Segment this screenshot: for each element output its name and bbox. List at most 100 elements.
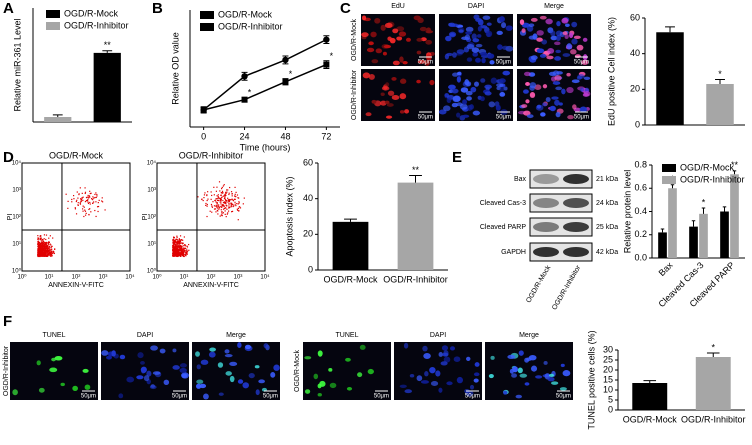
cell bbox=[545, 18, 553, 25]
event-dot bbox=[183, 255, 185, 258]
event-dot bbox=[84, 191, 87, 193]
cell bbox=[581, 59, 589, 66]
event-dot bbox=[229, 203, 231, 205]
cell bbox=[547, 48, 555, 54]
cell bbox=[465, 90, 473, 96]
y-axis-title: Relative OD value bbox=[170, 32, 180, 105]
y-tick-label: 10³ bbox=[147, 188, 156, 194]
event-dot bbox=[45, 238, 47, 241]
x-tick-label: OGD/R-Inhibitor bbox=[383, 274, 448, 284]
event-dot bbox=[231, 210, 234, 213]
event-dot bbox=[49, 235, 51, 237]
event-dot bbox=[47, 249, 49, 251]
event-dot bbox=[43, 255, 46, 257]
event-dot bbox=[40, 254, 43, 256]
event-dot bbox=[228, 207, 230, 209]
event-dot bbox=[47, 252, 49, 254]
event-dot bbox=[175, 241, 178, 243]
event-dot bbox=[81, 197, 83, 199]
event-dot bbox=[175, 249, 177, 251]
x-tick-label: 0 bbox=[201, 131, 206, 141]
event-dot bbox=[38, 245, 40, 247]
event-dot bbox=[37, 243, 39, 245]
column-header: Merge bbox=[519, 332, 539, 339]
legend-swatch bbox=[200, 23, 214, 31]
event-dot bbox=[40, 253, 42, 255]
event-dot bbox=[180, 248, 182, 250]
event-dot bbox=[184, 247, 186, 249]
x-tick-label: 10⁴ bbox=[260, 274, 270, 281]
event-dot bbox=[82, 205, 84, 207]
event-dot bbox=[46, 249, 48, 251]
event-dot bbox=[234, 203, 236, 205]
event-dot bbox=[87, 194, 89, 197]
cell bbox=[384, 100, 390, 105]
event-dot bbox=[41, 255, 43, 257]
cell bbox=[490, 355, 495, 360]
cell bbox=[526, 114, 534, 119]
event-dot bbox=[224, 198, 226, 200]
event-dot bbox=[179, 253, 181, 256]
cell bbox=[475, 57, 481, 63]
cell bbox=[140, 360, 145, 365]
event-dot bbox=[42, 254, 44, 256]
line bbox=[203, 63, 327, 111]
blot-band bbox=[533, 198, 559, 208]
event-dot bbox=[44, 242, 46, 245]
event-dot bbox=[89, 192, 91, 195]
event-dot bbox=[175, 255, 177, 257]
cell bbox=[444, 53, 450, 60]
event-dot bbox=[40, 237, 42, 239]
y-axis-title: PI bbox=[142, 214, 149, 221]
cell bbox=[539, 15, 547, 20]
event-dot bbox=[173, 237, 175, 239]
event-dot bbox=[183, 236, 185, 238]
event-dot bbox=[41, 251, 43, 253]
cell bbox=[443, 356, 451, 363]
event-dot bbox=[84, 187, 86, 189]
event-dot bbox=[220, 199, 222, 201]
cell bbox=[490, 77, 498, 84]
event-dot bbox=[42, 246, 44, 248]
cell bbox=[399, 384, 407, 389]
x-tick-label: 10² bbox=[207, 275, 216, 281]
cell bbox=[384, 22, 393, 29]
event-dot bbox=[222, 212, 225, 214]
event-dot bbox=[188, 243, 190, 246]
cell bbox=[503, 390, 508, 395]
event-dot bbox=[174, 241, 176, 244]
event-dot bbox=[38, 253, 40, 255]
cell bbox=[237, 342, 242, 349]
event-dot bbox=[178, 250, 180, 252]
significance: * bbox=[289, 69, 293, 79]
event-dot bbox=[222, 202, 225, 204]
event-dot bbox=[45, 243, 48, 245]
event-dot bbox=[224, 210, 226, 212]
cell bbox=[375, 48, 382, 54]
cell bbox=[535, 104, 544, 111]
cell bbox=[546, 55, 554, 60]
cell bbox=[391, 95, 400, 101]
event-dot bbox=[219, 206, 221, 208]
event-dot bbox=[227, 210, 230, 212]
event-dot bbox=[221, 186, 223, 189]
cell bbox=[496, 83, 504, 88]
cell bbox=[523, 71, 531, 77]
event-dot bbox=[50, 250, 52, 252]
event-dot bbox=[43, 250, 45, 252]
error-bar bbox=[732, 170, 737, 175]
cell bbox=[429, 366, 436, 374]
cell bbox=[389, 37, 396, 44]
cell bbox=[554, 75, 562, 81]
event-dot bbox=[182, 253, 185, 255]
x-tick-label: 10⁰ bbox=[17, 274, 27, 281]
x-tick-label: 24 bbox=[240, 131, 250, 141]
error-bar bbox=[643, 380, 657, 383]
cell bbox=[529, 92, 536, 98]
event-dot bbox=[231, 202, 233, 204]
x-tick-label: 10¹ bbox=[45, 275, 54, 281]
cell bbox=[446, 381, 453, 386]
event-dot bbox=[182, 255, 184, 258]
event-dot bbox=[226, 205, 228, 207]
bar bbox=[93, 52, 121, 123]
